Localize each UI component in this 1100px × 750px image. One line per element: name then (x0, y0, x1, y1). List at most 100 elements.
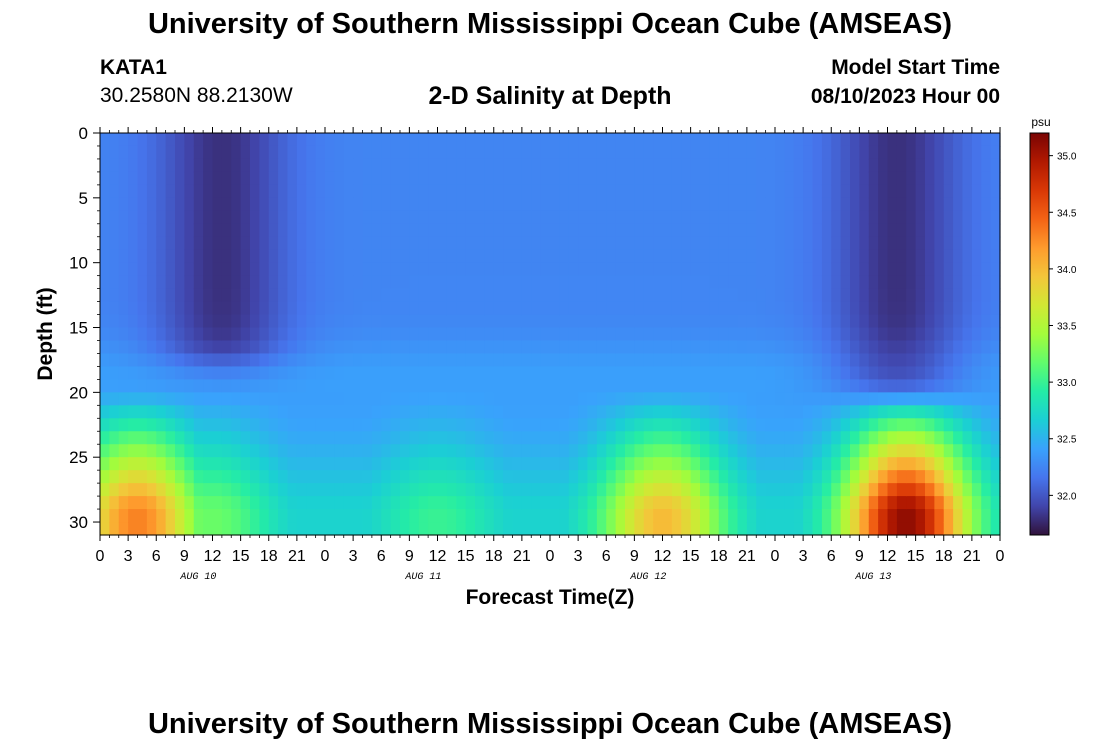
heatmap-cell (109, 509, 120, 523)
heatmap-cell (850, 444, 860, 458)
heatmap-cell (137, 522, 148, 536)
heatmap-cell (568, 275, 579, 290)
heatmap-cell (821, 288, 832, 303)
heatmap-cell (803, 327, 814, 342)
heatmap-cell (446, 314, 457, 329)
heatmap-cell (925, 418, 935, 432)
heatmap-cell (812, 444, 823, 458)
heatmap-cell (278, 483, 289, 497)
heatmap-cell (325, 470, 335, 484)
x-tick-label: 6 (152, 548, 161, 565)
heatmap-cell (615, 431, 626, 445)
heatmap-cell (325, 353, 335, 368)
heatmap-cell (821, 145, 832, 160)
heatmap-cell (540, 184, 551, 199)
heatmap-cell (259, 353, 270, 368)
heatmap-cell (484, 340, 495, 355)
heatmap-cell (850, 483, 860, 497)
heatmap-cell (353, 418, 364, 432)
heatmap-cell (728, 314, 739, 329)
heatmap-cell (268, 301, 279, 316)
heatmap-cell (250, 340, 260, 355)
heatmap-cell (334, 133, 345, 147)
heatmap-cell (146, 314, 157, 329)
heatmap-cell (690, 522, 701, 536)
heatmap-cell (315, 301, 326, 316)
heatmap-cell (737, 171, 748, 186)
heatmap-cell (409, 171, 420, 186)
heatmap-cell (231, 509, 242, 523)
heatmap-cell (175, 262, 185, 277)
heatmap-cell (362, 418, 373, 432)
heatmap-cell (484, 158, 495, 173)
heatmap-cell (325, 249, 335, 264)
heatmap-cell (681, 470, 692, 484)
heatmap-cell (925, 392, 935, 406)
heatmap-cell (268, 262, 279, 277)
heatmap-cell (231, 340, 242, 355)
heatmap-cell (315, 327, 326, 342)
heatmap-cell (362, 496, 373, 510)
heatmap-cell (878, 431, 889, 445)
heatmap-cell (962, 392, 973, 406)
heatmap-cell (709, 522, 720, 536)
heatmap-cell (765, 405, 776, 419)
heatmap-cell (437, 522, 448, 536)
heatmap-cell (193, 145, 204, 160)
heatmap-cell (325, 314, 335, 329)
heatmap-cell (596, 418, 607, 432)
heatmap-cell (371, 236, 382, 251)
heatmap-cell (512, 236, 523, 251)
heatmap-cell (259, 444, 270, 458)
x-tick-label: 12 (879, 548, 897, 565)
heatmap-cell (831, 171, 842, 186)
heatmap-cell (371, 353, 382, 368)
heatmap-cell (596, 133, 607, 147)
heatmap-cell (381, 288, 392, 303)
heatmap-cell (400, 496, 410, 510)
heatmap-cell (896, 444, 907, 458)
heatmap-cell (156, 470, 167, 484)
heatmap-cell (165, 483, 176, 497)
heatmap-cell (709, 366, 720, 380)
heatmap-cell (193, 366, 204, 380)
heatmap-cell (615, 327, 626, 342)
heatmap-cell (503, 184, 514, 199)
heatmap-cell (578, 275, 589, 290)
x-tick-label: 18 (485, 548, 503, 565)
heatmap-cell (306, 158, 317, 173)
heatmap-cell (550, 210, 560, 225)
heatmap-cell (625, 314, 635, 329)
heatmap-cell (306, 171, 317, 186)
heatmap-cell (784, 210, 795, 225)
heatmap-cell (934, 405, 945, 419)
heatmap-cell (343, 496, 354, 510)
heatmap-cell (681, 431, 692, 445)
heatmap-cell (990, 496, 1001, 510)
heatmap-cell (915, 288, 926, 303)
heatmap-cell (512, 210, 523, 225)
heatmap-cell (540, 327, 551, 342)
heatmap-cell (334, 444, 345, 458)
heatmap-cell (390, 236, 401, 251)
heatmap-cell (953, 522, 964, 536)
heatmap-cell (371, 457, 382, 471)
heatmap-cell (156, 236, 167, 251)
heatmap-cell (203, 340, 214, 355)
heatmap-cell (587, 431, 598, 445)
heatmap-cell (137, 353, 148, 368)
heatmap-cell (784, 314, 795, 329)
heatmap-cell (465, 327, 476, 342)
heatmap-cell (793, 171, 804, 186)
heatmap-cell (568, 431, 579, 445)
heatmap-cell (812, 262, 823, 277)
heatmap-cell (821, 405, 832, 419)
heatmap-cell (128, 133, 139, 147)
heatmap-cell (962, 210, 973, 225)
heatmap-cell (343, 197, 354, 212)
heatmap-cell (606, 366, 617, 380)
heatmap-cell (953, 366, 964, 380)
heatmap-cell (278, 145, 289, 160)
heatmap-cell (184, 288, 195, 303)
heatmap-cell (896, 236, 907, 251)
